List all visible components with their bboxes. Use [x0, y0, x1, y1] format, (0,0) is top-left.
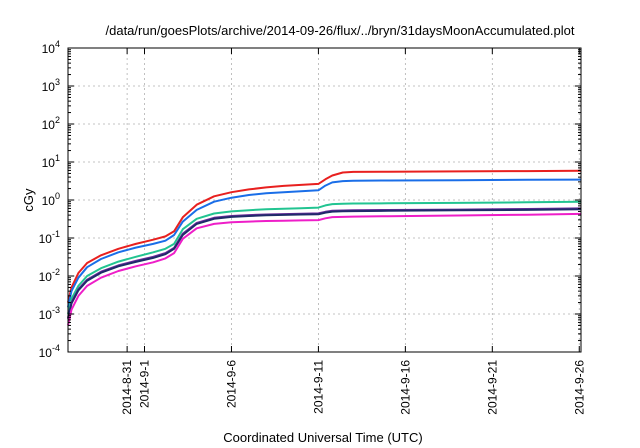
y-tick-label: 102 [42, 115, 60, 132]
x-tick-label: 2014-9-6 [224, 360, 238, 408]
tick-layer: 10-4 10-3 10-2 10-1 100 101 102 103 104 2014-8-31… [39, 39, 587, 415]
x-tick-label: 2014-8-31 [120, 360, 134, 415]
x-axis-label: Coordinated Universal Time (UTC) [223, 430, 422, 445]
series-layer [67, 169, 582, 326]
y-tick-label: 10-3 [39, 305, 60, 322]
x-tick-label: 2014-9-26 [572, 360, 586, 415]
y-tick-label: 100 [42, 191, 60, 208]
x-tick-label: 2014-9-11 [311, 360, 325, 414]
y-tick-label: 104 [42, 39, 60, 56]
grid-layer [68, 48, 581, 352]
series-line [67, 212, 582, 326]
series-line [67, 200, 582, 315]
x-tick-label: 2014-9-1 [138, 360, 152, 408]
y-tick-label: 10-1 [39, 229, 60, 246]
series-line [67, 208, 582, 319]
series-line [67, 169, 582, 303]
y-tick-label: 10-2 [39, 267, 60, 284]
y-axis-label: cGy [21, 188, 36, 212]
y-tick-label: 101 [42, 153, 60, 170]
series-line [67, 178, 582, 308]
y-tick-label: 103 [42, 77, 60, 94]
series-line [67, 207, 582, 318]
y-tick-label: 10-4 [39, 343, 60, 360]
x-tick-label: 2014-9-21 [485, 360, 499, 415]
chart-title: /data/run/goesPlots/archive/2014-09-26/f… [106, 23, 575, 38]
x-tick-label: 2014-9-16 [398, 360, 412, 415]
